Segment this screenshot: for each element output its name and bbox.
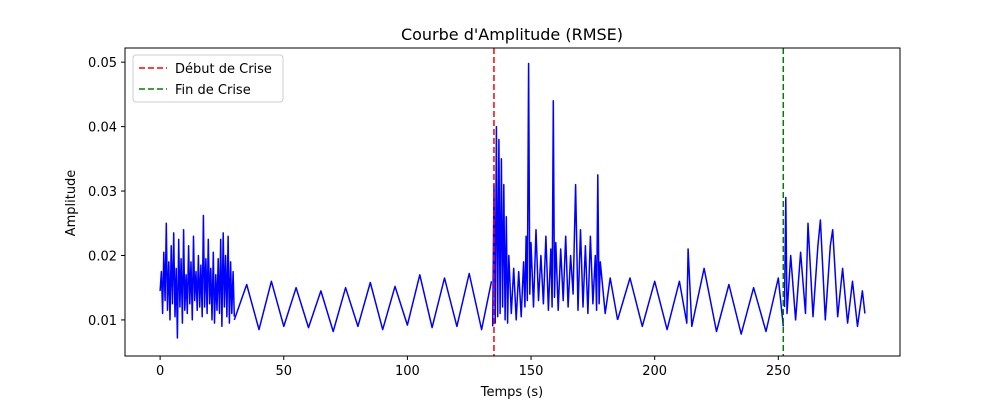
axis-ticks: 0 50 100 150 200 250 0.01 0.02 0.03 0.04 0.05 (88, 56, 791, 379)
chart-title: Courbe d'Amplitude (RMSE) (401, 25, 623, 44)
y-tick-label: 0.02 (88, 249, 117, 264)
legend: Début de Crise Fin de Crise (132, 54, 284, 103)
x-tick-label: 100 (395, 364, 420, 379)
amplitude-series-segment (233, 272, 493, 333)
axes-frame (124, 47, 901, 357)
plot-area (159, 48, 866, 356)
x-tick-label: 50 (275, 364, 292, 379)
x-axis-label: Temps (s) (480, 385, 543, 400)
y-axis-label: Amplitude (64, 170, 79, 237)
y-tick-label: 0.05 (88, 56, 117, 71)
y-tick-label: 0.03 (88, 185, 117, 200)
x-tick-label: 200 (642, 364, 667, 379)
y-tick-label: 0.01 (88, 314, 117, 329)
legend-label: Fin de Crise (175, 83, 251, 98)
y-tick-label: 0.04 (88, 121, 117, 136)
amplitude-series-segment (783, 196, 866, 328)
amplitude-series-segment (616, 248, 785, 335)
amplitude-series-segment (491, 62, 619, 327)
x-tick-label: 150 (519, 364, 544, 379)
x-tick-label: 0 (156, 364, 164, 379)
legend-label: Début de Crise (175, 62, 272, 77)
legend-box (132, 54, 284, 103)
amplitude-series-segment (159, 214, 236, 339)
x-tick-label: 250 (766, 364, 791, 379)
